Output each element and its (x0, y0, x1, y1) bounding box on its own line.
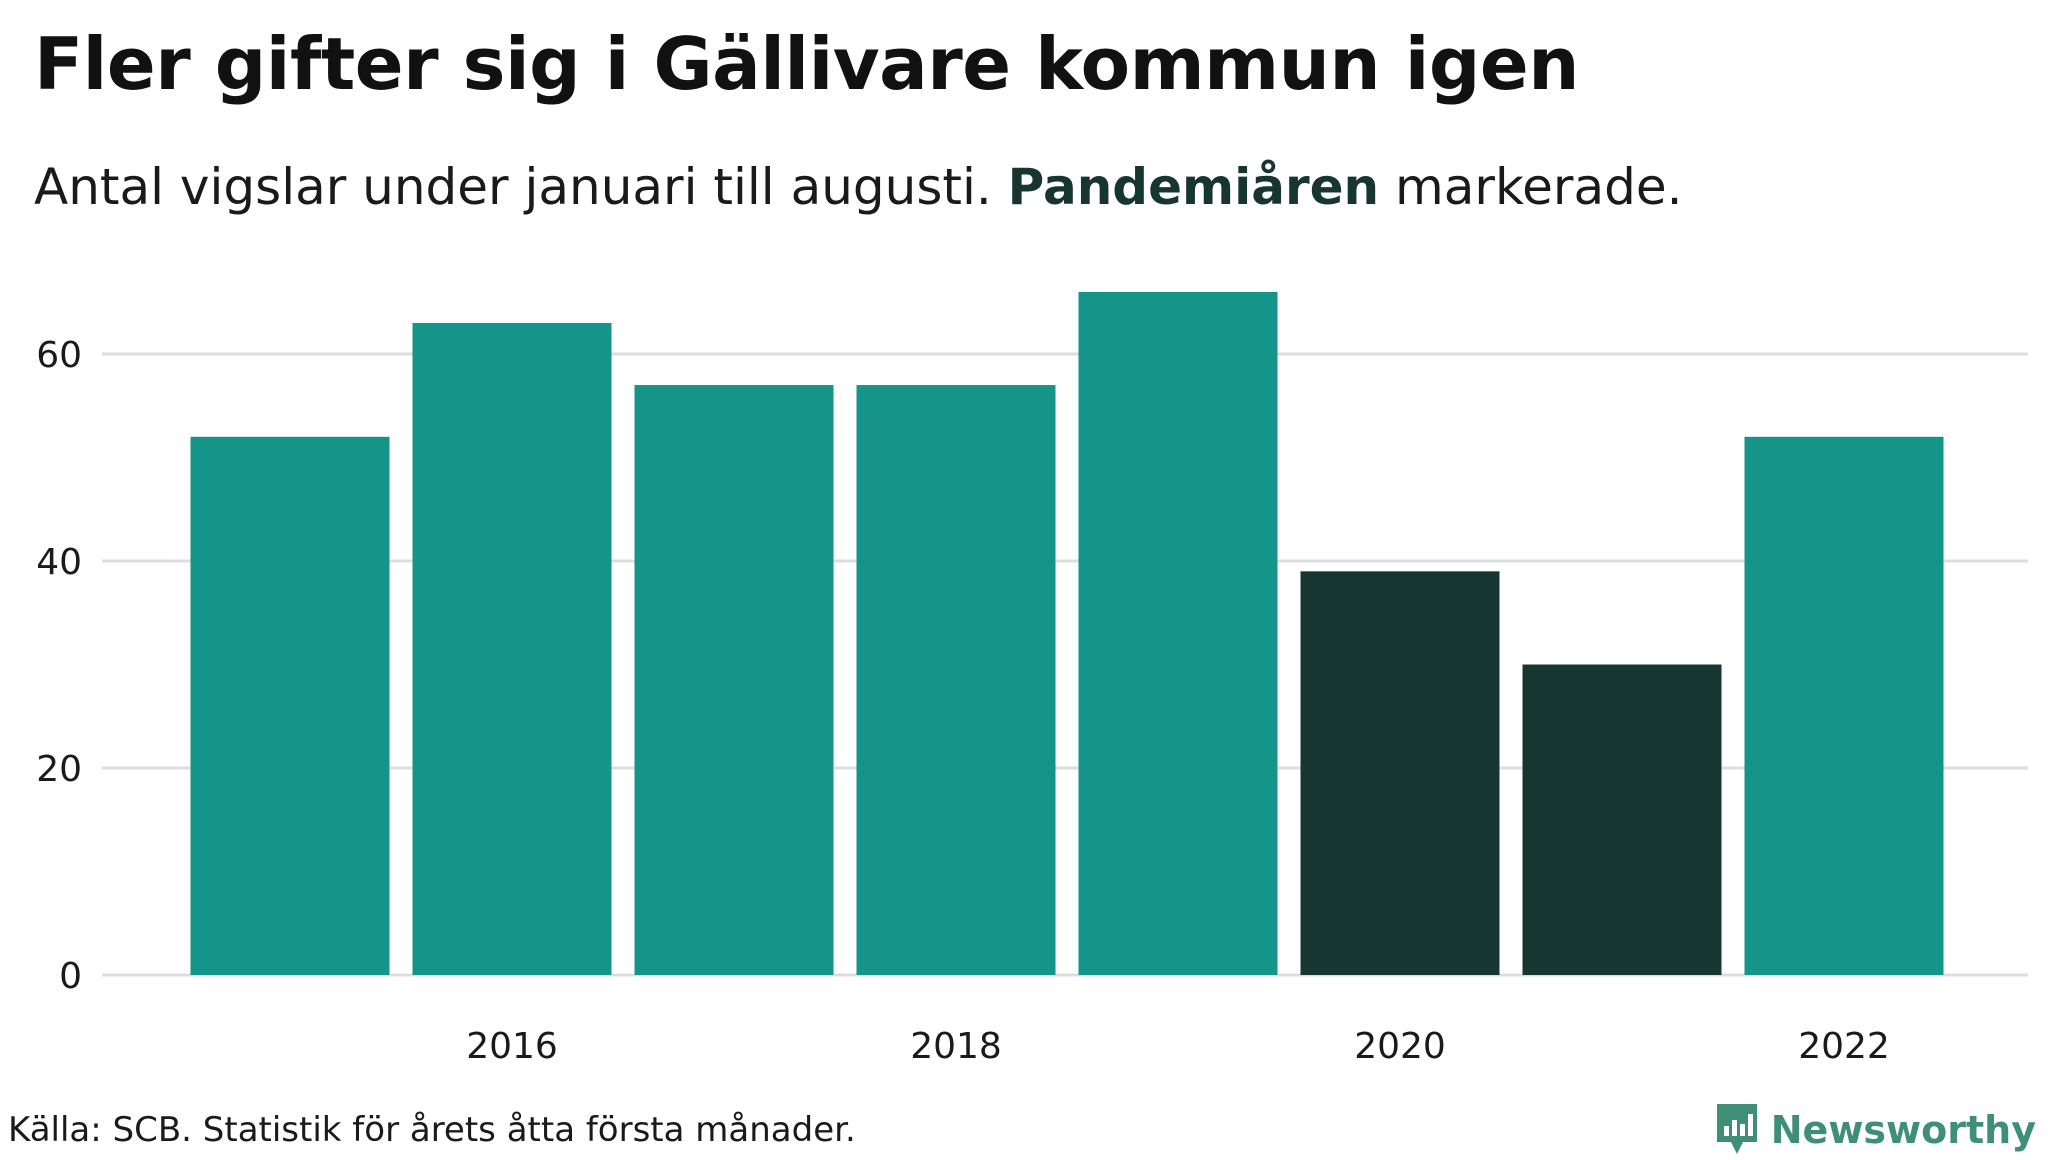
y-tick-label: 0 (59, 956, 82, 997)
newsworthy-logo-icon (1716, 1104, 1757, 1154)
bar (1078, 291, 1278, 975)
subtitle-text: Antal vigslar under januari till augusti… (34, 158, 1008, 216)
bar (1300, 571, 1500, 975)
brand-name: Newsworthy (1770, 1108, 2036, 1152)
subtitle-text-end: markerade. (1379, 158, 1683, 216)
source-caption: Källa: SCB. Statistik för årets åtta för… (8, 1110, 856, 1150)
y-tick-label: 60 (36, 335, 82, 376)
brand-logo: Newsworthy (1713, 1100, 2036, 1160)
chart-subtitle: Antal vigslar under januari till augusti… (34, 158, 1682, 216)
bar (190, 436, 390, 975)
bar (412, 322, 612, 975)
subtitle-highlight: Pandemiåren (1007, 158, 1380, 216)
x-tick-label: 2022 (1798, 1026, 1890, 1067)
bar (856, 385, 1056, 975)
x-tick-label: 2020 (1354, 1026, 1446, 1067)
chart-title: Fler gifter sig i Gällivare kommun igen (34, 22, 1580, 106)
x-tick-label: 2018 (910, 1026, 1002, 1067)
y-tick-label: 20 (36, 749, 82, 790)
bar (1522, 664, 1722, 975)
y-tick-label: 40 (36, 542, 82, 583)
bar (634, 385, 834, 975)
x-tick-label: 2016 (466, 1026, 558, 1067)
bar (1744, 436, 1944, 975)
